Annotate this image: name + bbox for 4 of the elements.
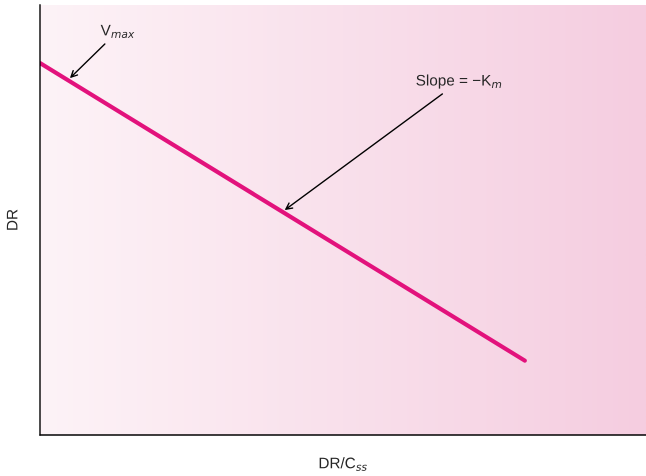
y-axis-title: DR bbox=[6, 210, 18, 230]
text: V$_{max}$ bbox=[100, 24, 134, 38]
x-axis-title: DR/C$_{ss}$ bbox=[320, 457, 367, 471]
annotation: Slope = −K$_{m}$ bbox=[416, 74, 502, 89]
